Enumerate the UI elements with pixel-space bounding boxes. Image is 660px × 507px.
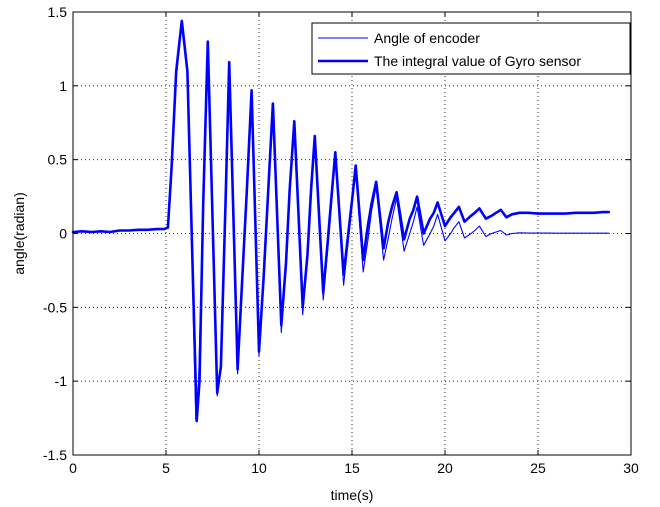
x-tick-label: 10 [251,460,267,476]
x-axis-label: time(s) [331,487,374,503]
axis-ticks [72,11,632,456]
x-tick-label: 30 [623,460,639,476]
y-tick-label: -0.5 [43,299,67,315]
legend-box [311,22,631,75]
x-tick-label: 20 [437,460,453,476]
x-tick-label: 5 [162,460,170,476]
x-tick-label: 0 [69,460,77,476]
y-tick-label: -1.5 [43,447,67,463]
legend-label-encoder: Angle of encoder [374,30,480,46]
x-tick-label: 25 [530,460,546,476]
legend: Angle of encoder The integral value of G… [311,22,631,75]
y-tick-label: 0 [59,226,67,242]
y-tick-label: 1 [59,78,67,94]
series-line-gyro [71,19,611,423]
x-tick-label: 15 [344,460,360,476]
series-layer [71,19,611,423]
y-tick-label: 0.5 [48,152,68,168]
y-tick-label: -1 [55,373,68,389]
y-axis-label: angle(radian) [11,192,27,275]
y-tick-label: 1.5 [48,4,68,20]
tick-labels: 0 5 10 15 20 25 30 -1.5 -1 -0.5 0 0.5 1 1.5 [43,4,639,476]
legend-label-gyro: The integral value of Gyro sensor [374,53,581,69]
